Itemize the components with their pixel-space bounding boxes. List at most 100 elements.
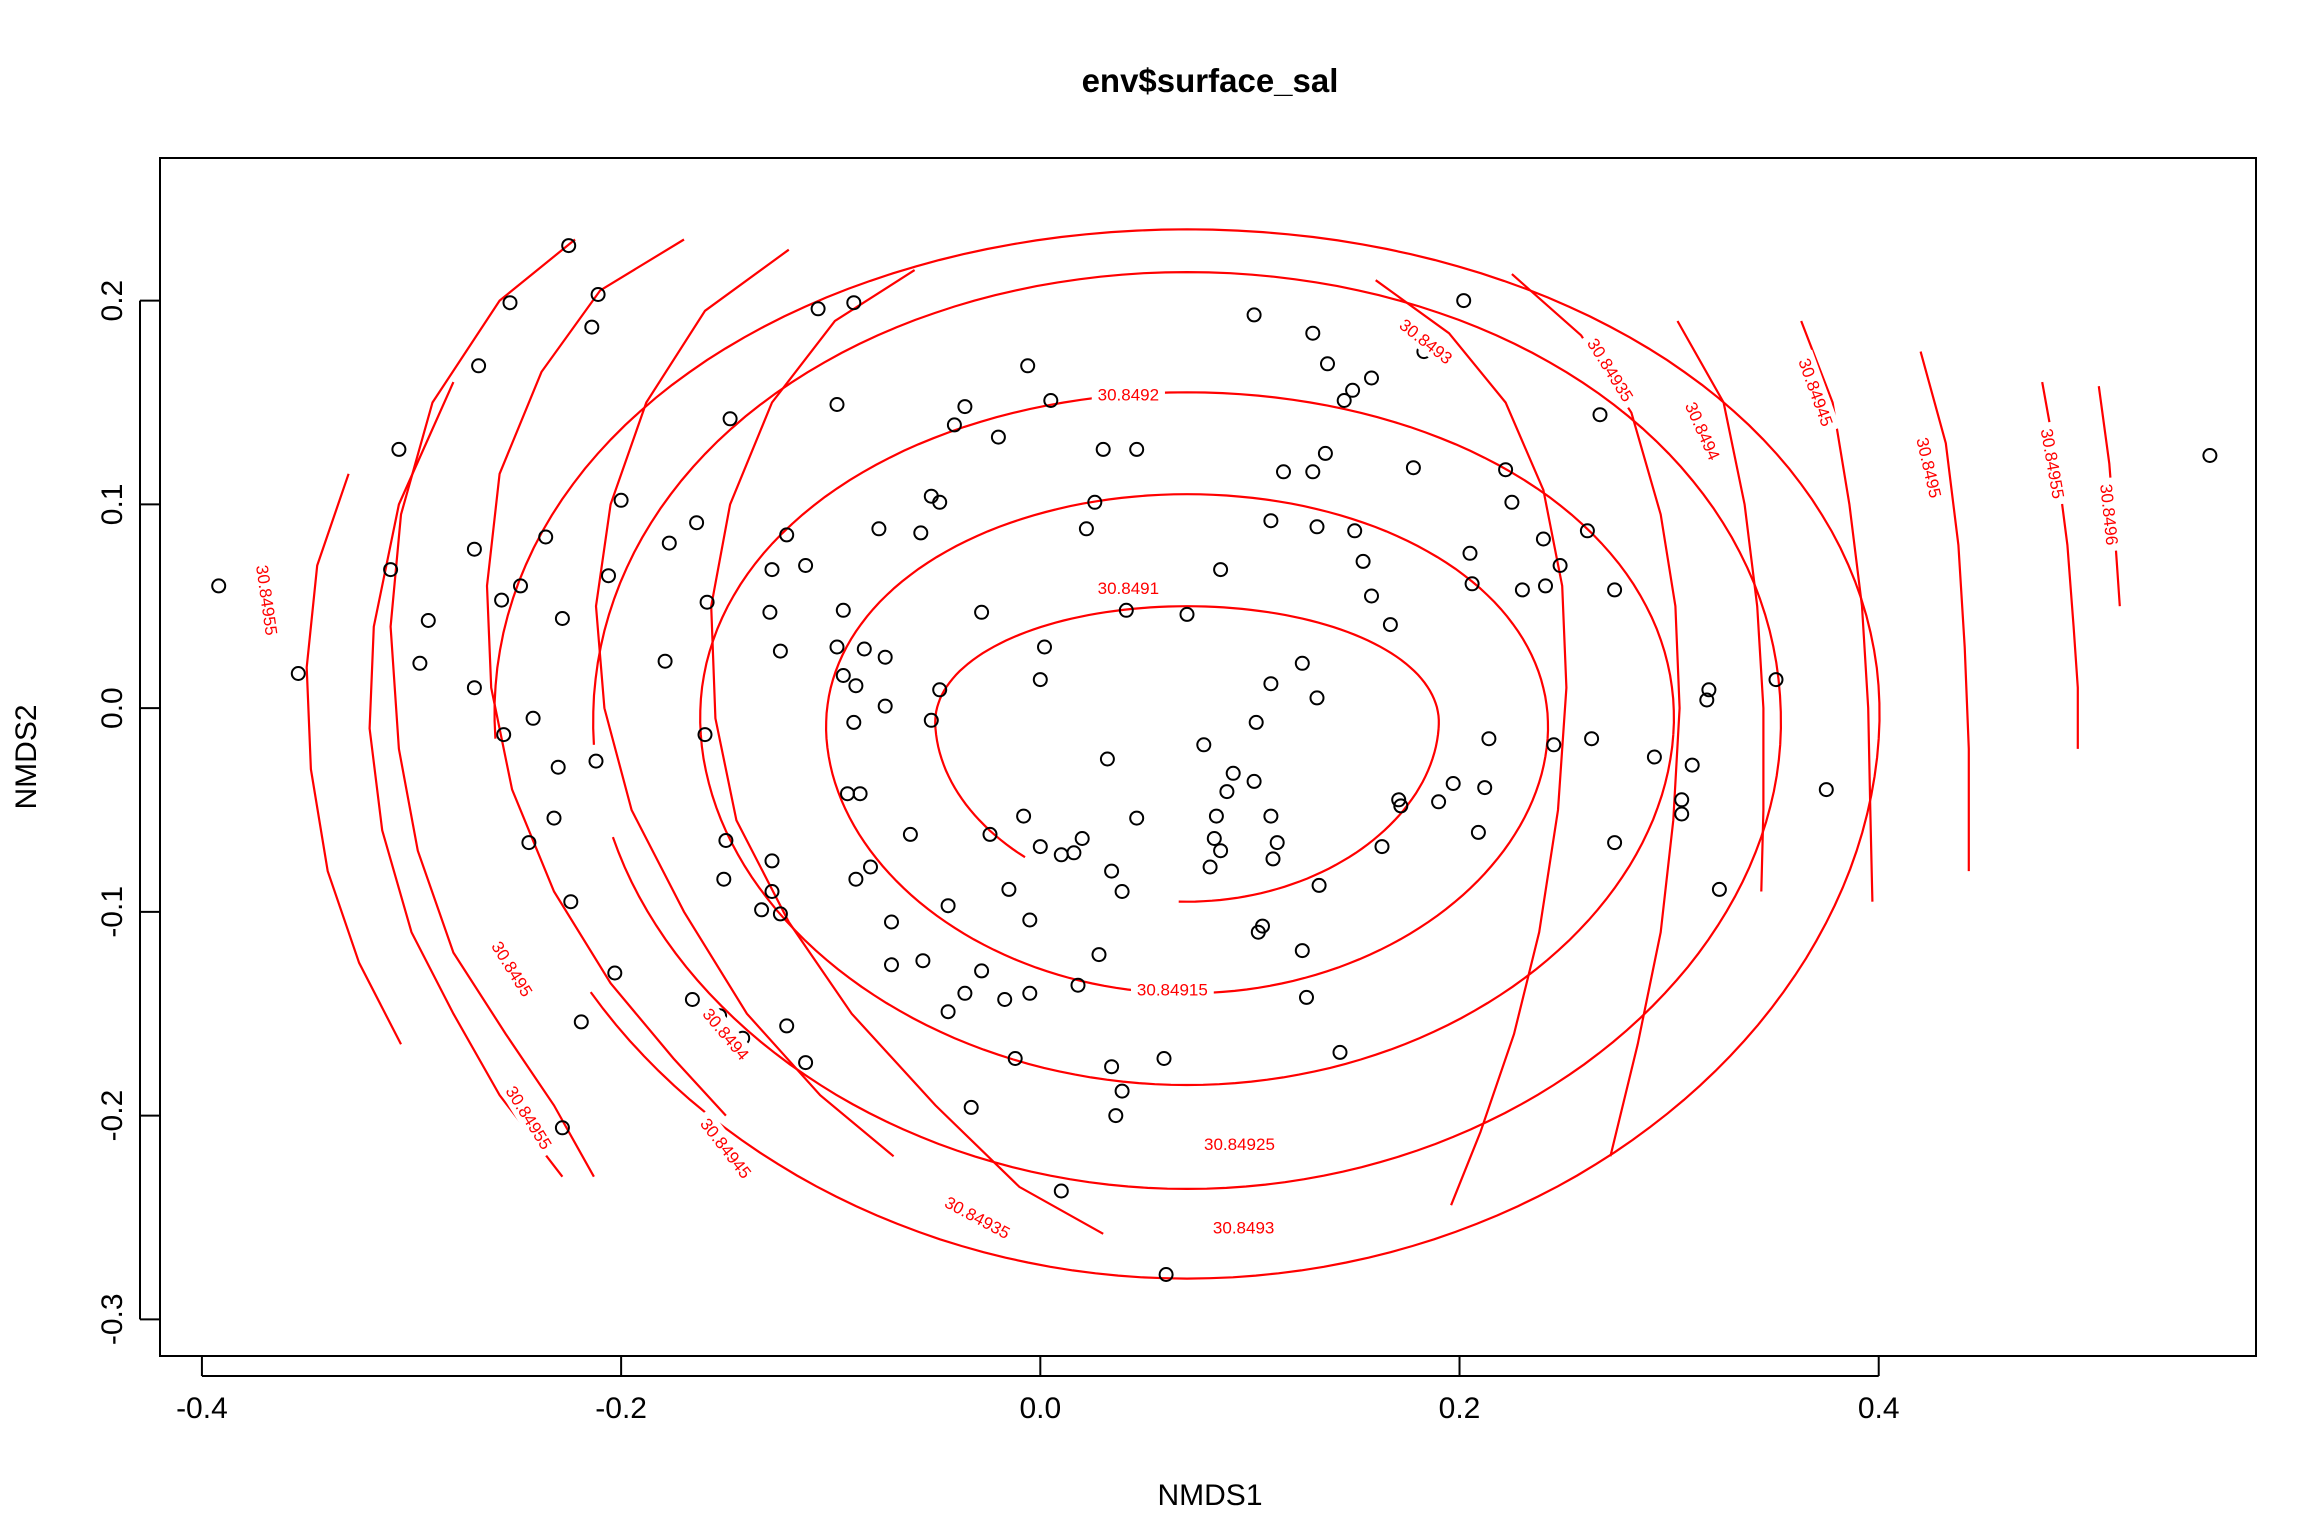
- site-point: [471, 358, 487, 374]
- site-point: [1431, 794, 1447, 810]
- contour-label-text: 30.8494: [1681, 399, 1723, 463]
- site-point: [884, 957, 899, 973]
- site-point: [1317, 445, 1333, 461]
- site-point: [798, 558, 814, 573]
- site-point: [1299, 989, 1314, 1005]
- site-point: [1607, 582, 1623, 598]
- site-point: [494, 592, 510, 608]
- site-point: [1032, 839, 1048, 855]
- site-point: [590, 287, 606, 302]
- x-tick-label: 0.0: [1019, 1392, 1061, 1425]
- contour-label: 30.84955: [497, 1076, 561, 1159]
- site-point: [957, 985, 973, 1001]
- site-point: [689, 515, 705, 531]
- site-point: [697, 727, 713, 743]
- site-point: [1684, 757, 1700, 773]
- site-point: [1538, 578, 1553, 594]
- site-point: [1007, 1051, 1023, 1066]
- contour-line: [594, 248, 895, 1158]
- site-point: [1066, 845, 1082, 861]
- site-point: [1464, 576, 1480, 592]
- chart-title: env$surface_sal: [1082, 62, 1339, 99]
- site-point: [1078, 521, 1094, 537]
- site-point: [1246, 307, 1262, 323]
- site-point: [525, 710, 541, 726]
- contour-line: [1511, 273, 1681, 1157]
- site-point: [762, 604, 778, 620]
- x-tick-label: -0.2: [595, 1392, 647, 1425]
- site-point: [1504, 494, 1520, 510]
- site-point: [1095, 441, 1111, 457]
- site-point: [764, 884, 780, 899]
- site-point: [974, 604, 990, 620]
- plot-frame: [159, 157, 2257, 1357]
- site-point: [1552, 558, 1568, 573]
- site-point: [1514, 582, 1530, 598]
- site-point: [848, 678, 864, 694]
- site-point: [588, 753, 604, 769]
- site-point: [1255, 918, 1270, 934]
- site-point: [613, 492, 629, 508]
- contour-label-bg: [691, 1108, 761, 1188]
- site-point: [840, 786, 855, 802]
- site-point: [466, 541, 482, 557]
- site-point: [863, 859, 878, 875]
- contour-line: [1800, 320, 1874, 902]
- site-point: [829, 397, 845, 412]
- contour-label-bg: [1198, 1133, 1281, 1156]
- site-point: [963, 1099, 979, 1115]
- site-point: [290, 666, 306, 681]
- contour-label-bg: [2094, 476, 2125, 553]
- site-point: [1114, 884, 1130, 899]
- site-point: [420, 613, 436, 628]
- site-point: [1305, 325, 1321, 341]
- contour-line: [368, 381, 564, 1178]
- contour-line: [1676, 320, 1765, 892]
- site-point: [1020, 358, 1036, 374]
- site-point: [1022, 912, 1038, 928]
- contour-label-bg: [1579, 328, 1642, 411]
- site-point: [1158, 1267, 1174, 1282]
- site-point: [1263, 676, 1279, 692]
- site-point: [546, 810, 562, 826]
- site-point: [607, 965, 623, 981]
- site-point: [1456, 293, 1472, 309]
- site-point: [829, 639, 845, 655]
- site-point: [1364, 588, 1379, 604]
- contour-label-bg: [2034, 420, 2071, 507]
- contour-labels: 30.8491 30.84915 30.8492 30.84925 30.8493 30.…: [250, 310, 2125, 1247]
- site-point: [1179, 606, 1195, 622]
- site-point: [1001, 881, 1017, 897]
- site-point: [856, 641, 872, 657]
- contour-label: 30.84935: [1579, 328, 1642, 411]
- site-point: [1108, 1108, 1124, 1124]
- site-point: [1037, 639, 1052, 655]
- contour-label: 30.84955: [250, 557, 284, 643]
- site-point: [877, 649, 893, 665]
- site-point: [1294, 943, 1310, 959]
- contour-label-text: 30.84945: [696, 1115, 755, 1183]
- site-point: [1129, 810, 1145, 826]
- contour-label: 30.8493: [1390, 310, 1462, 373]
- x-axis: -0.4 -0.2 0.0 0.2 0.4: [176, 1356, 1900, 1425]
- site-point: [1156, 1051, 1172, 1066]
- site-point: [835, 668, 851, 683]
- contour-line: [485, 238, 727, 1117]
- site-point: [957, 399, 973, 415]
- contour-label: 30.84935: [935, 1188, 1020, 1247]
- site-point: [1213, 562, 1229, 578]
- site-point: [1382, 617, 1398, 633]
- site-point: [561, 238, 577, 254]
- site-point: [764, 562, 780, 578]
- contour-line: [592, 270, 1783, 1191]
- contour-label-text: 30.84935: [1583, 335, 1637, 405]
- site-point: [997, 992, 1013, 1007]
- site-point: [1481, 731, 1497, 747]
- contour-label-text: 30.84955: [502, 1083, 556, 1153]
- site-point: [1347, 523, 1363, 539]
- contour-lines: [305, 228, 2121, 1280]
- site-point: [1129, 441, 1145, 457]
- site-point: [915, 953, 931, 969]
- contour-label-text: 30.84945: [1794, 356, 1836, 429]
- y-tick-label: -0.3: [96, 1293, 129, 1345]
